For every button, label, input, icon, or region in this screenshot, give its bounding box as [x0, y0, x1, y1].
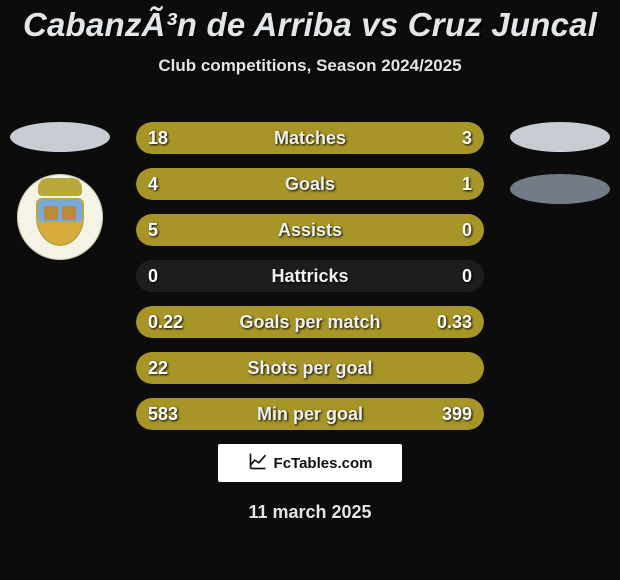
stat-label: Goals — [136, 168, 484, 200]
left-player-crest-icon — [17, 174, 103, 260]
page-title: CabanzÃ³n de Arriba vs Cruz Juncal — [0, 0, 620, 44]
stat-label: Min per goal — [136, 398, 484, 430]
stat-row: 50Assists — [136, 214, 484, 246]
stat-row: 583399Min per goal — [136, 398, 484, 430]
left-player-column — [10, 122, 110, 260]
stat-row: 00Hattricks — [136, 260, 484, 292]
stats-table: 183Matches 41Goals 50Assists 00Hattricks 0.2… — [136, 122, 484, 444]
fctables-branding: FcTables.com — [218, 444, 402, 482]
stat-row: 0.220.33Goals per match — [136, 306, 484, 338]
subtitle: Club competitions, Season 2024/2025 — [0, 56, 620, 76]
right-player-badge-oval — [510, 122, 610, 152]
right-player-badge-oval — [510, 174, 610, 204]
left-player-badge-oval — [10, 122, 110, 152]
branding-text: FcTables.com — [274, 455, 373, 472]
stat-label: Assists — [136, 214, 484, 246]
stat-label: Matches — [136, 122, 484, 154]
date-label: 11 march 2025 — [0, 502, 620, 523]
chart-icon — [248, 451, 268, 475]
stat-row: 183Matches — [136, 122, 484, 154]
right-player-column — [510, 122, 610, 204]
stat-row: 41Goals — [136, 168, 484, 200]
stat-row: 22Shots per goal — [136, 352, 484, 384]
stat-label: Hattricks — [136, 260, 484, 292]
stat-label: Shots per goal — [136, 352, 484, 384]
stat-label: Goals per match — [136, 306, 484, 338]
